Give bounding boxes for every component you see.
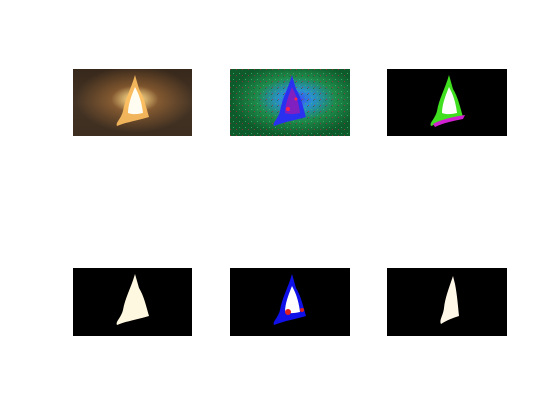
panel-original bbox=[73, 69, 192, 136]
panel-mask bbox=[73, 268, 192, 336]
dot bbox=[294, 97, 298, 101]
panel-result bbox=[387, 268, 507, 336]
dot bbox=[286, 107, 290, 111]
dot bbox=[285, 309, 291, 315]
flame-base bbox=[433, 115, 465, 127]
panel-overlay bbox=[230, 268, 350, 336]
panel-segmented bbox=[387, 69, 507, 136]
panel-colorspace bbox=[230, 69, 350, 136]
dot bbox=[300, 308, 304, 312]
flame bbox=[440, 276, 459, 324]
